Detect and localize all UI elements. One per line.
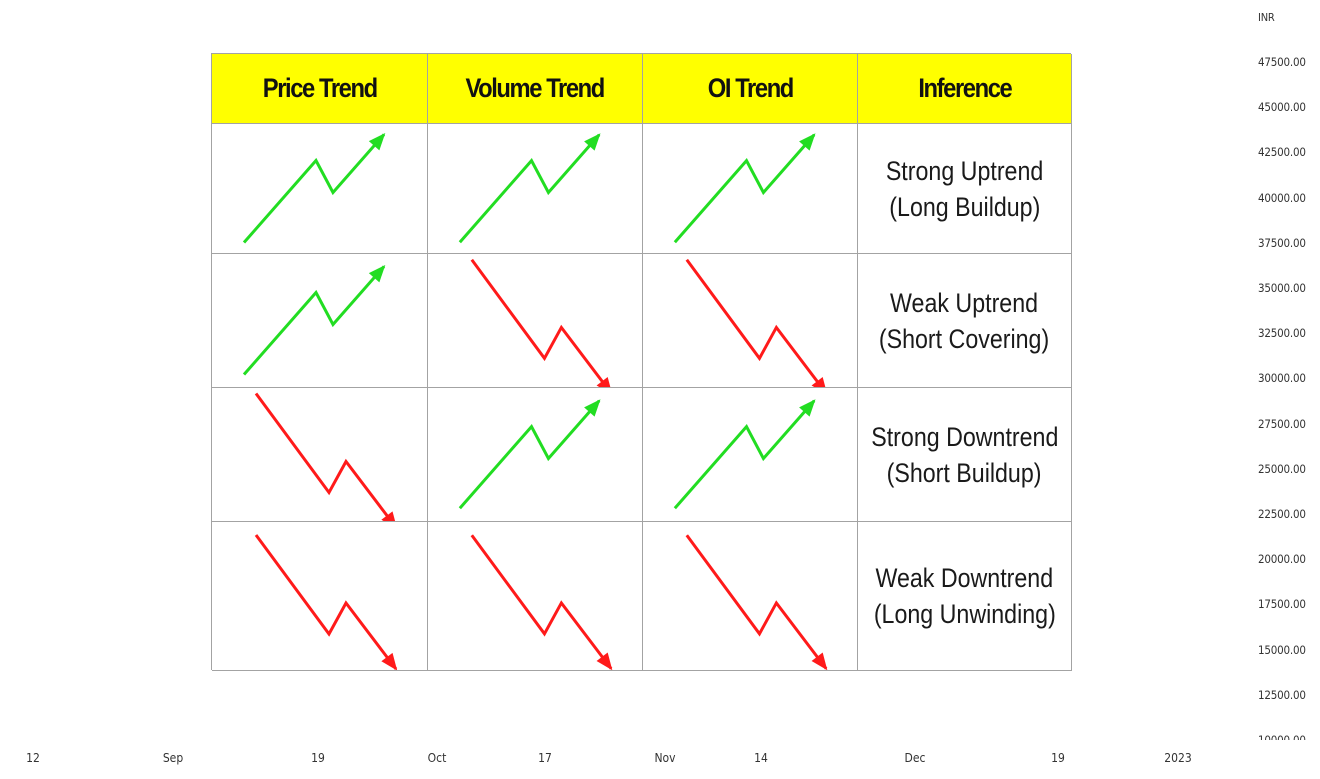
trend-up-arrow-icon [673,133,816,244]
row-4-inference-subtitle: (Long Unwinding) [873,599,1056,629]
trend-up-arrow-icon [673,399,816,510]
trend-down-arrow-icon [254,534,398,670]
time-tick: 14 [754,751,768,765]
row-4-inference: Weak Downtrend (Long Unwinding) [858,522,1072,671]
header-price-trend: Price Trend [212,54,428,124]
row-2-oi-cell [643,254,858,388]
row-3-inference-subtitle: (Short Buildup) [887,457,1042,488]
time-tick: 19 [311,751,325,765]
trend-up-arrow-icon [242,264,386,376]
row-1-volume-cell [428,124,643,254]
time-tick: Nov [654,751,676,765]
price-tick: 45000.00 [1258,100,1306,115]
row-4-inference-title: Weak Downtrend [875,563,1054,593]
row-2-inference: Weak Uptrend (Short Covering) [858,254,1072,388]
row-3-volume-cell [428,388,643,522]
row-3-price-cell [212,388,428,522]
header-oi-trend: OI Trend [643,54,858,124]
row-4-volume-cell [428,522,643,671]
price-tick: 10000.00 [1258,733,1306,740]
trend-down-arrow-icon [254,392,396,521]
time-tick: Sep [162,751,184,765]
price-tick: 42500.00 [1258,145,1306,160]
row-1-oi-cell [643,124,858,254]
row-3-inference-title: Strong Downtrend [870,421,1059,452]
row-4-price-cell [212,522,428,671]
row-1-inference-title: Strong Uptrend [885,155,1044,186]
price-tick: 20000.00 [1258,552,1306,567]
row-3-oi-cell [643,388,858,522]
trend-up-arrow-icon [458,399,601,510]
time-tick: Oct [427,751,447,765]
trend-up-arrow-icon [242,132,386,244]
trend-down-arrow-icon [470,258,611,387]
price-tick: 17500.00 [1258,597,1306,612]
price-tick: 30000.00 [1258,371,1306,386]
row-2-inference-subtitle: (Short Covering) [879,323,1050,354]
price-axis[interactable]: INR 47500.00 45000.00 42500.00 40000.00 3750… [1250,0,1320,740]
price-tick: 22500.00 [1258,507,1306,521]
trend-down-arrow-icon [685,258,826,387]
time-tick: 17 [538,751,552,765]
chart-area[interactable]: Price Trend Volume Trend OI Trend Infere… [0,0,1250,740]
header-oi-trend-label: OI Trend [707,73,794,103]
row-1-price-cell [212,124,428,254]
time-tick: Dec [904,751,926,765]
price-tick: 37500.00 [1258,235,1306,250]
price-tick: 12500.00 [1258,687,1306,702]
header-volume-trend-label: Volume Trend [465,73,606,103]
time-axis[interactable]: 12 Sep 19 Oct 17 Nov 14 Dec 19 2023 [0,740,1250,779]
header-price-trend-label: Price Trend [262,73,378,103]
price-tick: 32500.00 [1258,326,1306,341]
row-2-volume-cell [428,254,643,388]
time-tick: 2023 [1164,751,1192,765]
price-tick: 40000.00 [1258,190,1306,205]
price-axis-currency: INR [1258,11,1275,24]
row-2-price-cell [212,254,428,388]
time-tick: 19 [1051,751,1065,765]
trend-inference-table: Price Trend Volume Trend OI Trend Infere… [211,53,1072,671]
time-tick: 12 [26,751,40,765]
row-3-inference: Strong Downtrend (Short Buildup) [858,388,1072,522]
trend-up-arrow-icon [458,133,601,244]
trend-down-arrow-icon [470,534,613,670]
header-inference: Inference [858,54,1072,124]
row-1-inference: Strong Uptrend (Long Buildup) [858,124,1072,254]
trend-down-arrow-icon [685,534,828,670]
price-tick: 47500.00 [1258,55,1306,69]
header-volume-trend: Volume Trend [428,54,643,124]
header-inference-label: Inference [918,73,1012,103]
price-tick: 25000.00 [1258,461,1306,476]
row-1-inference-subtitle: (Long Buildup) [888,191,1041,222]
row-4-oi-cell [643,522,858,671]
price-tick: 35000.00 [1258,281,1306,295]
row-2-inference-title: Weak Uptrend [890,287,1039,318]
price-tick: 15000.00 [1258,642,1306,657]
price-tick: 27500.00 [1258,416,1306,431]
